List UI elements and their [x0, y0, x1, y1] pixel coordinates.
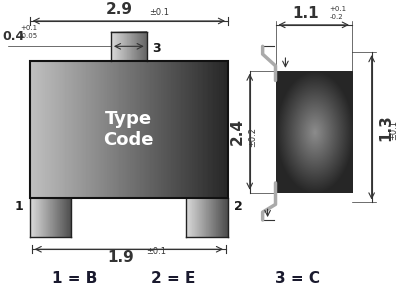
Text: +0.1
-0.05: +0.1 -0.05	[20, 25, 38, 39]
Text: 2 = E: 2 = E	[151, 271, 196, 286]
Text: 1.3: 1.3	[378, 114, 394, 141]
Text: +0.1
-0.2: +0.1 -0.2	[330, 7, 347, 20]
Bar	[30, 61, 228, 198]
Text: 3 = C: 3 = C	[275, 271, 320, 286]
Text: 2: 2	[234, 200, 243, 213]
Text: 1.1: 1.1	[292, 6, 319, 21]
Text: 2.9: 2.9	[106, 2, 132, 17]
Text: ±0.1: ±0.1	[146, 247, 166, 256]
Text: ±0.1: ±0.1	[390, 120, 398, 140]
Text: Type
Code: Type Code	[104, 110, 154, 149]
Text: 1 = B: 1 = B	[52, 271, 97, 286]
Text: ±0.2: ±0.2	[248, 126, 257, 147]
Text: ±0.1: ±0.1	[149, 8, 169, 17]
Text: 1.9: 1.9	[108, 250, 134, 265]
Text: 3: 3	[153, 42, 161, 55]
Text: 0.4: 0.4	[2, 30, 24, 43]
Text: 1: 1	[15, 200, 24, 213]
Text: 2.4: 2.4	[230, 118, 245, 145]
